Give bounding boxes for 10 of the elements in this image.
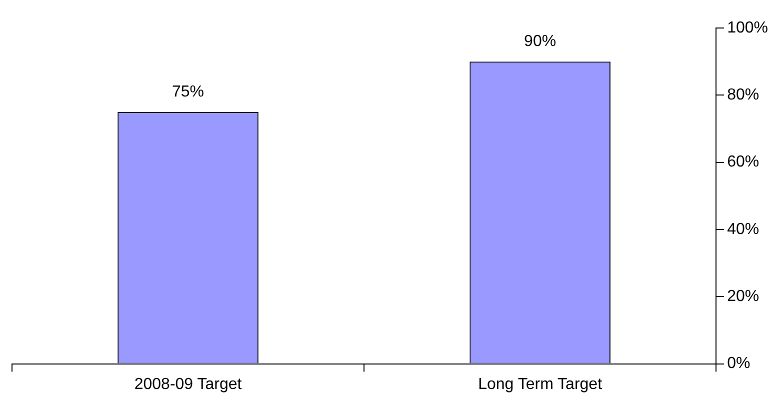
x-tick-label: 2008-09 Target (134, 376, 242, 393)
y-tick-label: 20% (727, 288, 760, 306)
y-tick-label: 100% (727, 19, 768, 36)
y-tick-label: 0% (727, 355, 750, 372)
data-label: 90% (524, 32, 556, 50)
y-tick-label: 80% (727, 86, 760, 104)
y-tick-label: 40% (727, 220, 760, 238)
y-tick-label: 60% (727, 154, 760, 171)
x-tick-label: Long Term Target (478, 376, 603, 393)
data-label: 75% (172, 83, 204, 100)
